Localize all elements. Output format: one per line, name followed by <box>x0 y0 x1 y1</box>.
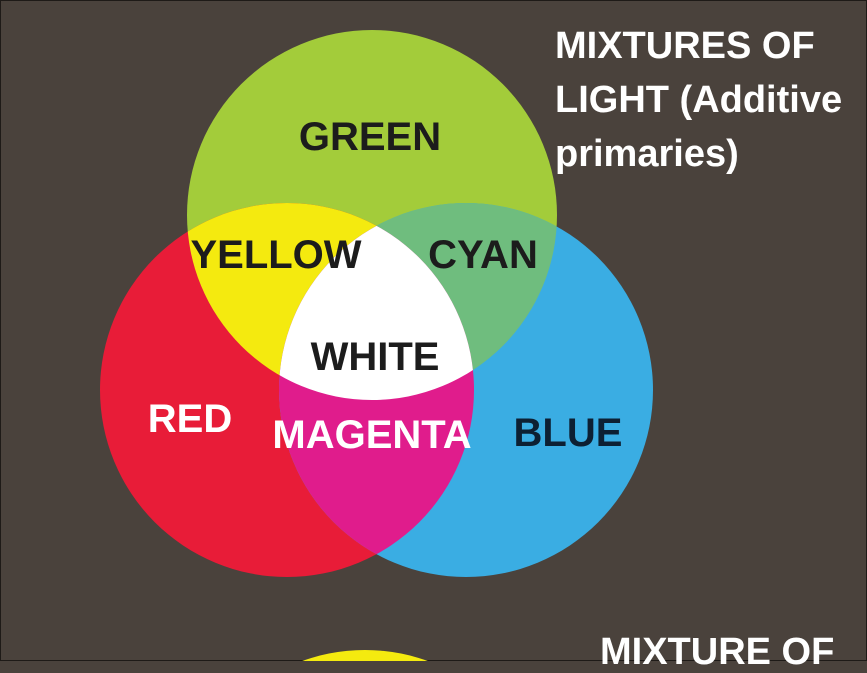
title-line-1: MIXTURES OF <box>555 25 815 67</box>
green-label: GREEN <box>299 115 441 159</box>
red-label: RED <box>148 397 232 441</box>
next-section-title: MIXTURE OF <box>600 631 835 673</box>
blue-label: BLUE <box>514 411 623 455</box>
magenta-label: MAGENTA <box>272 413 471 457</box>
white-label: WHITE <box>311 335 440 379</box>
cyan-label: CYAN <box>428 233 538 277</box>
next-diagram-circle <box>302 650 428 661</box>
title-line-2: LIGHT (Additive <box>555 79 843 121</box>
yellow-label: YELLOW <box>190 233 361 277</box>
title-line-3: primaries) <box>555 133 739 175</box>
